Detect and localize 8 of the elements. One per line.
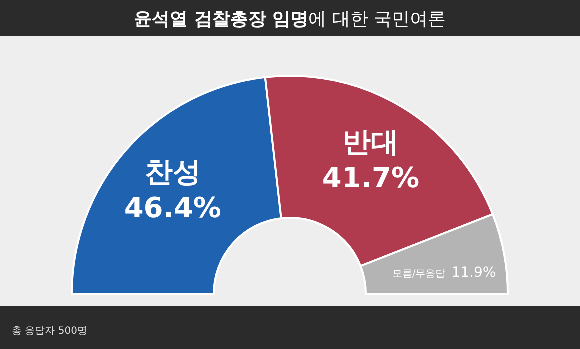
slice-label: 반대 <box>342 125 399 158</box>
slice-label: 모름/무응답 <box>392 268 446 280</box>
data-label: 41.7% <box>322 161 420 194</box>
slice-label: 찬성 <box>144 155 201 188</box>
data-label: 11.9% <box>452 264 496 281</box>
chart-title: 윤석열 검찰총장 임명에 대한 국민여론 <box>134 9 446 30</box>
data-label: 46.4% <box>124 191 222 224</box>
text: 총 응답자 500명 <box>12 326 88 337</box>
